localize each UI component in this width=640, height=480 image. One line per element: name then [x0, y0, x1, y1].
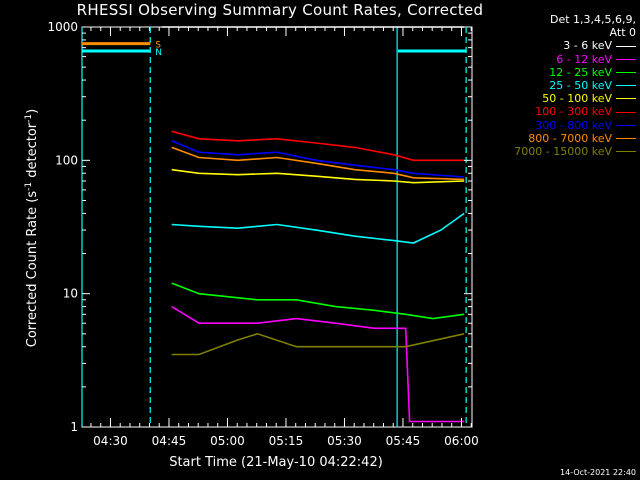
legend-swatch	[616, 98, 636, 100]
legend-label: 800 - 7000 keV	[528, 131, 612, 145]
legend-swatch	[616, 137, 636, 139]
series-line	[171, 130, 465, 162]
legend-swatch	[616, 58, 636, 60]
legend-label: 25 - 50 keV	[549, 79, 612, 93]
y-axis-label: Corrected Count Rate (s-1 detector-1)	[23, 108, 41, 348]
axis-ticks: 1 10 100 1000 04:30 04:45 05:00 05:15 05:30 05:45…	[47, 20, 478, 448]
series-line	[171, 332, 465, 356]
flag-label: S	[155, 41, 161, 51]
series-line	[171, 212, 465, 244]
x-tick-label: 04:30	[93, 434, 128, 448]
legend-swatch	[616, 45, 636, 47]
legend-item: 25 - 50 keV	[480, 79, 636, 92]
x-tick-label: 06:00	[444, 434, 479, 448]
legend-label: 3 - 6 keV	[563, 39, 612, 53]
plot-border	[81, 26, 473, 428]
series-line	[171, 140, 465, 178]
legend-swatch	[616, 124, 636, 126]
legend-swatch	[616, 151, 636, 153]
legend-item: 6 - 12 keV	[480, 53, 636, 66]
x-tick-label: 05:45	[386, 434, 421, 448]
plot-frame	[81, 26, 473, 428]
legend-item: 7000 - 15000 keV	[480, 145, 636, 158]
legend-swatch	[616, 111, 636, 113]
chart-title: RHESSI Observing Summary Count Rates, Co…	[76, 1, 484, 19]
flag-label: N	[155, 48, 162, 58]
legend-header-line1: Det 1,3,4,5,6,9,	[549, 13, 636, 26]
legend-item: 50 - 100 keV	[480, 92, 636, 105]
x-axis-label: Start Time (21-May-10 04:22:42)	[169, 455, 383, 470]
legend-rows: 3 - 6 keV 6 - 12 keV 12 - 25 keV 25 - 50 ke…	[480, 39, 636, 158]
legend-label: 100 - 300 keV	[535, 105, 612, 119]
legend-label: 6 - 12 keV	[556, 52, 612, 66]
legend-label: 12 - 25 keV	[549, 65, 612, 79]
legend-item: 300 - 800 keV	[480, 119, 636, 132]
series-line	[171, 168, 465, 184]
timestamp-footer: 14-Oct-2021 22:40	[560, 468, 636, 477]
legend-swatch	[616, 85, 636, 87]
y-tick-label: 100	[55, 153, 78, 167]
x-tick-label: 05:30	[327, 434, 362, 448]
series-line	[171, 305, 465, 423]
series-line	[171, 282, 465, 320]
legend-label: 50 - 100 keV	[542, 92, 612, 106]
series-line	[171, 146, 465, 181]
legend-item: 12 - 25 keV	[480, 66, 636, 79]
flag-bars: SN	[82, 41, 467, 58]
legend-item: 3 - 6 keV	[480, 39, 636, 52]
legend-swatch	[616, 71, 636, 73]
legend-header-line2: Att 0	[609, 26, 636, 40]
series-lines	[161, 26, 465, 423]
legend-label: 300 - 800 keV	[535, 118, 612, 132]
y-tick-label: 1	[70, 420, 78, 434]
legend-label: 7000 - 15000 keV	[514, 145, 612, 159]
legend: Det 1,3,4,5,6,9, Att 0 3 - 6 keV 6 - 12 k…	[480, 13, 636, 158]
legend-item: 800 - 7000 keV	[480, 132, 636, 145]
interval-lines	[81, 27, 467, 427]
x-tick-label: 05:00	[210, 434, 245, 448]
legend-item: 100 - 300 keV	[480, 105, 636, 118]
x-tick-label: 04:45	[152, 434, 187, 448]
y-tick-label: 1000	[47, 20, 78, 34]
x-tick-label: 05:15	[269, 434, 304, 448]
y-tick-label: 10	[63, 287, 78, 301]
